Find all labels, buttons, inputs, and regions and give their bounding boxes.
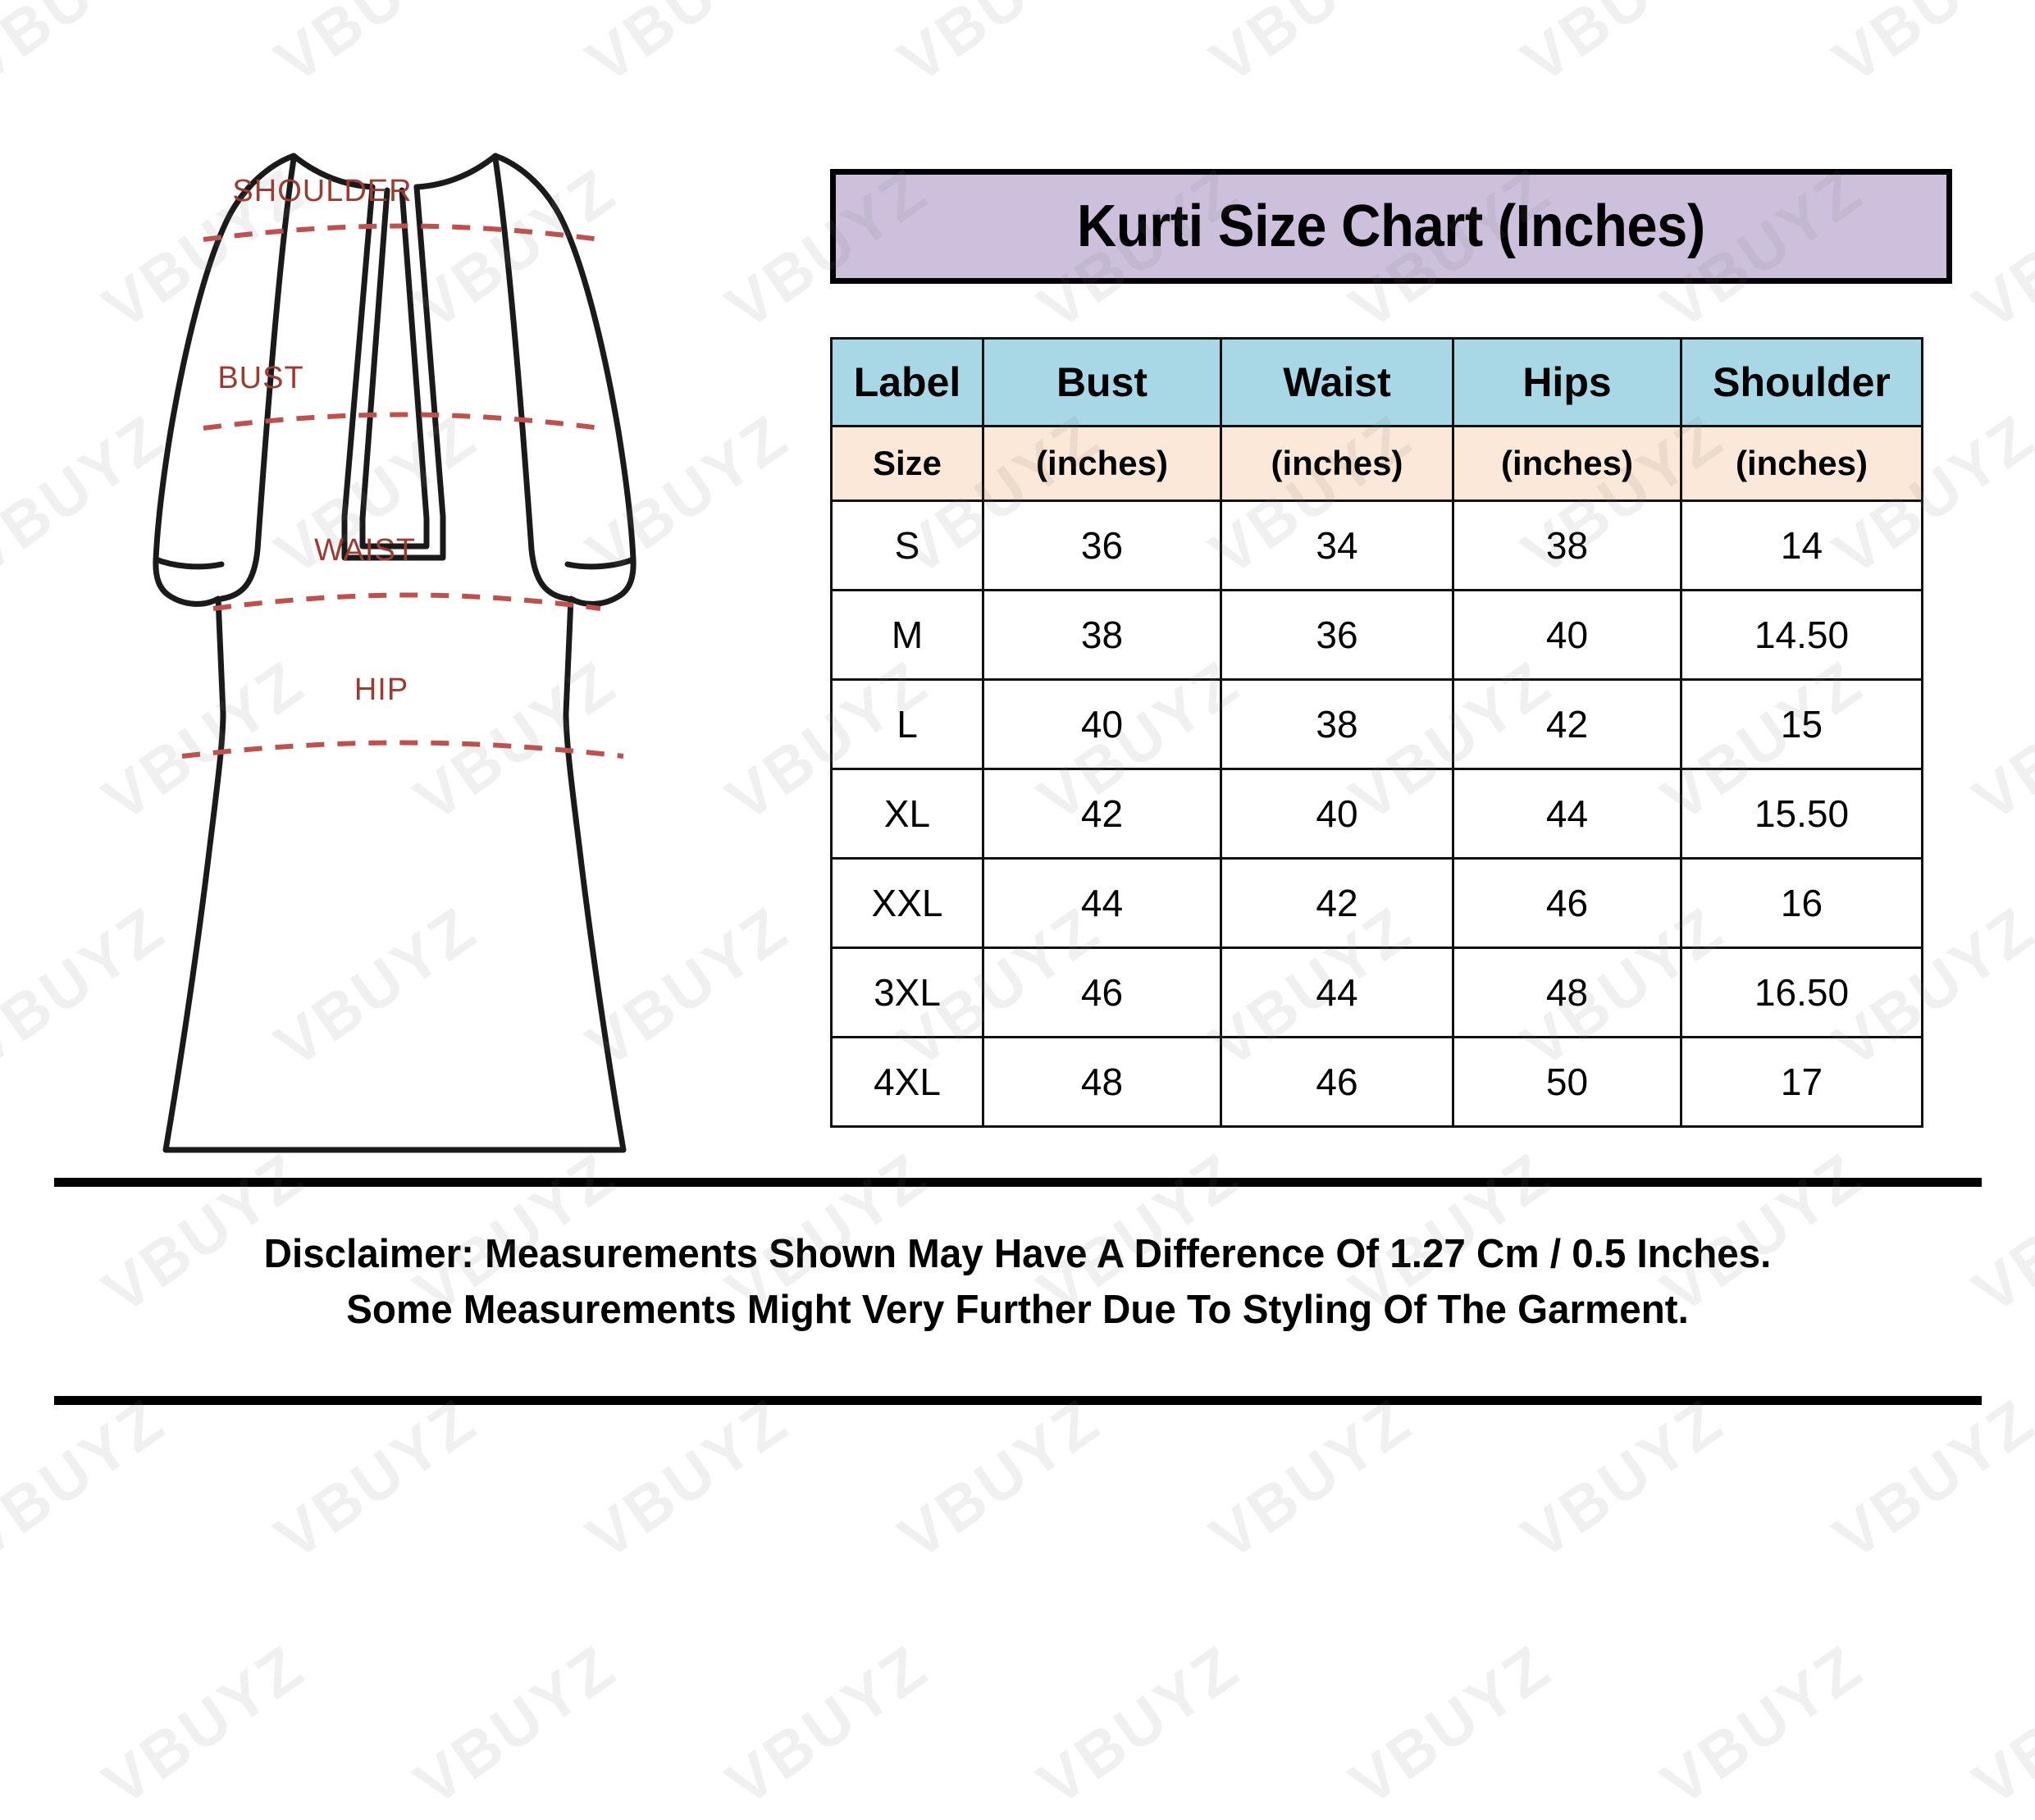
divider-rule-top: [54, 1178, 1982, 1187]
cell-waist: 36: [1220, 589, 1454, 681]
cell-waist: 46: [1220, 1036, 1454, 1128]
cell-size: XL: [830, 768, 984, 860]
cell-size: 3XL: [830, 946, 984, 1038]
column-header-hips: Hips: [1452, 337, 1682, 427]
cell-hips: 40: [1452, 589, 1682, 681]
divider-rule-bottom: [54, 1396, 1982, 1405]
disclaimer: Disclaimer: Measurements Shown May Have …: [0, 1226, 2035, 1338]
cell-shoulder: 15: [1680, 678, 1923, 770]
cell-hips: 38: [1452, 499, 1682, 591]
cell-size: L: [830, 678, 984, 770]
cell-hips: 42: [1452, 678, 1682, 770]
watermark-text: VBUYZ: [0, 1631, 6, 1819]
watermark-text: VBUYZ: [90, 1631, 317, 1819]
cell-waist: 38: [1220, 678, 1454, 770]
unit-cell-shoulder: (inches): [1680, 425, 1923, 502]
cell-bust: 38: [982, 589, 1222, 681]
size-chart-page: SHOULDER BUST WAIST HIP Kurti Size Chart…: [0, 139, 2035, 1405]
table-row: 4XL 48 46 50 17: [830, 1036, 1923, 1128]
unit-cell-bust: (inches): [982, 425, 1222, 502]
cell-shoulder: 14: [1680, 499, 1923, 591]
table-row: XL 42 40 44 15.50: [830, 768, 1923, 860]
cell-bust: 40: [982, 678, 1222, 770]
measure-label-waist: WAIST: [314, 533, 416, 568]
watermark-text: VBUYZ: [1025, 1631, 1252, 1819]
column-header-shoulder: Shoulder: [1680, 337, 1923, 427]
cell-bust: 48: [982, 1036, 1222, 1128]
table-row: L 40 38 42 15: [830, 678, 1923, 770]
cell-size: S: [830, 499, 984, 591]
table-row: XXL 44 42 46 16: [830, 857, 1923, 949]
cell-hips: 44: [1452, 768, 1682, 860]
column-header-waist: Waist: [1220, 337, 1454, 427]
cell-waist: 44: [1220, 946, 1454, 1038]
size-chart-table: Label Bust Waist Hips Shoulder Size (inc…: [830, 337, 1923, 1128]
kurti-illustration: [98, 139, 705, 1181]
column-header-label: Label: [830, 337, 984, 427]
cell-hips: 46: [1452, 857, 1682, 949]
cell-bust: 42: [982, 768, 1222, 860]
chart-title-banner: Kurti Size Chart (Inches): [830, 169, 1952, 284]
disclaimer-line-1: Disclaimer: Measurements Shown May Have …: [263, 1232, 1772, 1276]
waist-measure-line: [212, 592, 601, 611]
unit-cell-waist: (inches): [1220, 425, 1454, 502]
watermark-text: VBUYZ: [1337, 1631, 1564, 1819]
cell-hips: 50: [1452, 1036, 1682, 1128]
unit-cell-hips: (inches): [1452, 425, 1682, 502]
cell-size: 4XL: [830, 1036, 984, 1128]
watermark-text: VBUYZ: [1960, 1631, 2035, 1819]
table-row: 3XL 46 44 48 16.50: [830, 946, 1923, 1038]
measure-label-shoulder: SHOULDER: [232, 174, 413, 208]
cell-size: XXL: [830, 857, 984, 949]
cell-shoulder: 16: [1680, 857, 1923, 949]
column-header-bust: Bust: [982, 337, 1222, 427]
disclaimer-line-2: Some Measurements Might Very Further Due…: [346, 1288, 1689, 1332]
cell-shoulder: 16.50: [1680, 946, 1923, 1038]
cell-shoulder: 15.50: [1680, 768, 1923, 860]
table-units-row: Size (inches) (inches) (inches) (inches): [830, 425, 1923, 502]
measure-label-bust: BUST: [217, 361, 304, 395]
cell-shoulder: 14.50: [1680, 589, 1923, 681]
cell-shoulder: 17: [1680, 1036, 1923, 1128]
unit-cell-size: Size: [830, 425, 984, 502]
shoulder-measure-line: [203, 223, 601, 242]
watermark-text: VBUYZ: [1649, 1631, 1876, 1819]
hip-measure-line: [181, 740, 624, 759]
table-header-row: Label Bust Waist Hips Shoulder: [830, 337, 1923, 427]
page-title: Kurti Size Chart (Inches): [1077, 194, 1705, 259]
cell-waist: 34: [1220, 499, 1454, 591]
cell-waist: 40: [1220, 768, 1454, 860]
cell-hips: 48: [1452, 946, 1682, 1038]
table-row: M 38 36 40 14.50: [830, 589, 1923, 681]
watermark-text: VBUYZ: [402, 1631, 629, 1819]
bust-measure-line: [203, 412, 601, 431]
cell-bust: 46: [982, 946, 1222, 1038]
measure-label-hip: HIP: [354, 673, 409, 707]
cell-size: M: [830, 589, 984, 681]
cell-bust: 44: [982, 857, 1222, 949]
cell-waist: 42: [1220, 857, 1454, 949]
cell-bust: 36: [982, 499, 1222, 591]
watermark-text: VBUYZ: [714, 1631, 941, 1819]
size-chart-table-container: Label Bust Waist Hips Shoulder Size (inc…: [830, 337, 1923, 1128]
table-row: S 36 34 38 14: [830, 499, 1923, 591]
